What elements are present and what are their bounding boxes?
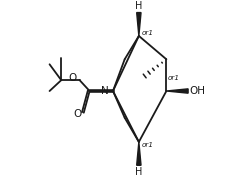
Text: or1: or1 bbox=[141, 30, 153, 36]
Polygon shape bbox=[137, 13, 141, 36]
Text: H: H bbox=[135, 167, 142, 177]
Text: or1: or1 bbox=[168, 75, 180, 82]
Text: OH: OH bbox=[190, 86, 206, 96]
Polygon shape bbox=[166, 89, 188, 93]
Text: O: O bbox=[69, 74, 77, 83]
Text: O: O bbox=[73, 109, 81, 119]
Text: H: H bbox=[135, 1, 142, 11]
Text: or1: or1 bbox=[141, 142, 153, 148]
Polygon shape bbox=[137, 142, 141, 165]
Text: N: N bbox=[101, 86, 108, 96]
